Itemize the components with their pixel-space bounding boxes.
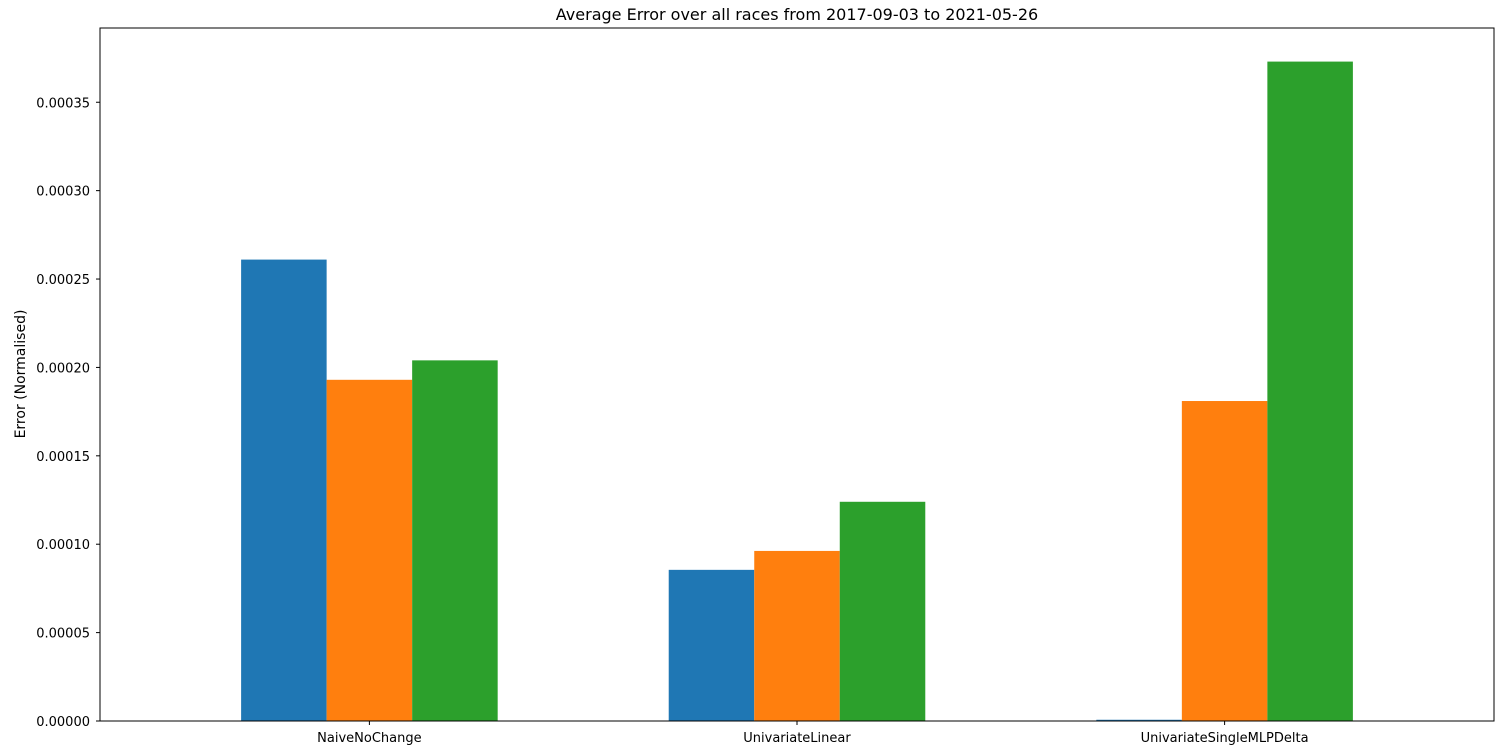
x-tick-label: NaiveNoChange (317, 731, 421, 746)
y-ticks-group: 0.00000 0.00005 0.00010 0.00015 0.00020 0.000… (36, 96, 100, 730)
plot-frame (99, 27, 1495, 722)
y-tick-label: 0.00035 (36, 96, 90, 111)
y-axis-label: Error (Normalised) (13, 310, 29, 439)
chart-title: Average Error over all races from 2017-0… (556, 5, 1038, 24)
bars-group (241, 61, 1353, 721)
y-tick-label: 0.00030 (36, 185, 90, 200)
x-tick-label: UnivariateSingleMLPDelta (1141, 731, 1309, 746)
bar-UnivariateLinear-series-2 (754, 550, 840, 721)
x-ticks-group: NaiveNoChange UnivariateLinear UnivariateS… (317, 721, 1309, 746)
bar-UnivariateSingleMLPDelta-series-3 (1267, 61, 1353, 721)
x-tick-label: UnivariateLinear (743, 731, 851, 746)
y-tick-label: 0.00015 (36, 450, 90, 465)
bar-UnivariateLinear-series-3 (839, 501, 926, 721)
bar-UnivariateLinear-series-1 (668, 569, 755, 721)
y-tick-label: 0.00000 (36, 715, 90, 730)
bar-NaiveNoChange-series-2 (326, 379, 413, 721)
y-tick-label: 0.00025 (36, 273, 90, 288)
bar-NaiveNoChange-series-3 (412, 360, 498, 721)
y-tick-label: 0.00020 (36, 361, 90, 376)
bar-UnivariateSingleMLPDelta-series-1 (1096, 719, 1182, 721)
bar-UnivariateSingleMLPDelta-series-2 (1181, 401, 1268, 721)
bar-NaiveNoChange-series-1 (241, 259, 327, 721)
y-tick-label: 0.00005 (36, 627, 90, 642)
y-tick-label: 0.00010 (36, 538, 90, 553)
